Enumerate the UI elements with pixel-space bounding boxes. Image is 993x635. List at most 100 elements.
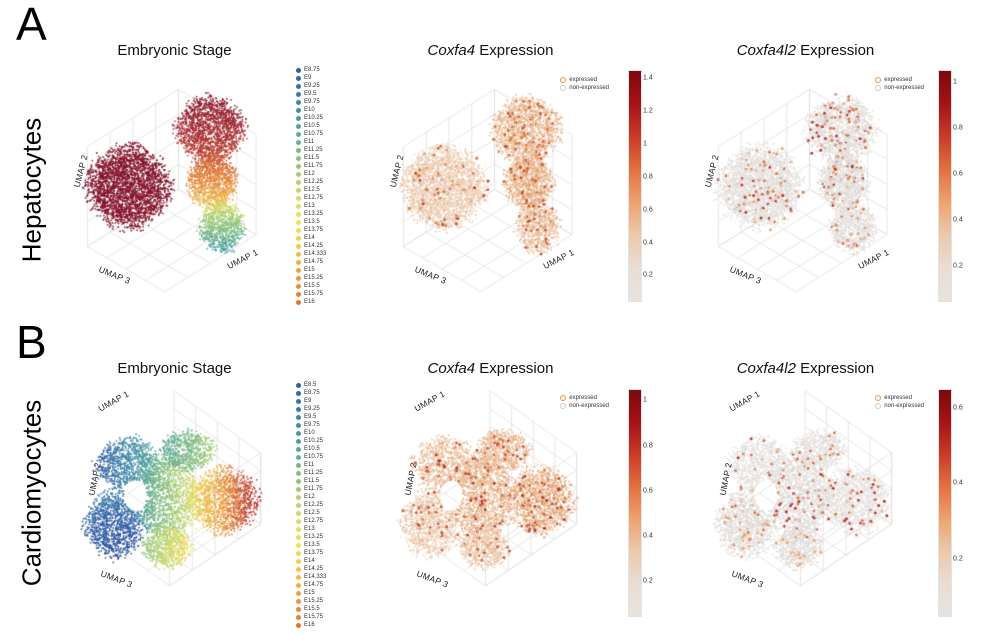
stage-legend-item[interactable]: E15.75 [296, 613, 372, 621]
umap-3d-scatter-canvas[interactable] [691, 386, 919, 624]
stage-legend-item[interactable]: E11.5 [296, 154, 372, 162]
stage-legend-item[interactable]: E13 [296, 525, 372, 533]
colorbar-tick-label: 0.4 [643, 532, 653, 540]
stage-legend-item[interactable]: E15.5 [296, 605, 372, 613]
stage-legend-item[interactable]: E12.25 [296, 178, 372, 186]
stage-legend-item[interactable]: E15.5 [296, 282, 372, 290]
stage-legend-item[interactable]: E14.25 [296, 565, 372, 573]
stage-label: E10.5 [304, 446, 320, 452]
stage-legend-item[interactable]: E15.25 [296, 597, 372, 605]
umap-3d-scatter-canvas[interactable] [376, 386, 604, 624]
stage-legend-item[interactable]: E12.5 [296, 186, 372, 194]
stage-legend-item[interactable]: E9.5 [296, 413, 372, 421]
stage-legend-item[interactable]: E9.25 [296, 82, 372, 90]
stage-legend-item[interactable]: E10.75 [296, 130, 372, 138]
stage-legend-item[interactable]: E15.75 [296, 290, 372, 298]
stage-legend-item[interactable]: E14.333 [296, 573, 372, 581]
stage-legend-item[interactable]: E9.5 [296, 90, 372, 98]
stage-legend-item[interactable]: E14.25 [296, 242, 372, 250]
stage-legend-item[interactable]: E10 [296, 429, 372, 437]
plot-cardiomyocytes-coxfa4l2: Coxfa4l2 Expression UMAP 1 UMAP 2 UMAP 3… [683, 356, 928, 634]
stage-legend-item[interactable]: E11.75 [296, 485, 372, 493]
stage-legend-item[interactable]: E14 [296, 557, 372, 565]
stage-legend-item[interactable]: E10.5 [296, 122, 372, 130]
legend-item-expressed[interactable]: expressed [875, 394, 924, 402]
legend-item-non-expressed[interactable]: non-expressed [875, 402, 924, 410]
stage-legend-item[interactable]: E12.75 [296, 517, 372, 525]
legend-item-non-expressed[interactable]: non-expressed [875, 84, 924, 92]
stage-legend-item[interactable]: E10.75 [296, 453, 372, 461]
stage-legend-item[interactable]: E13.25 [296, 533, 372, 541]
stage-legend-item[interactable]: E9 [296, 74, 372, 82]
stage-legend-item[interactable]: E11.5 [296, 477, 372, 485]
stage-legend-item[interactable]: E13 [296, 202, 372, 210]
stage-legend-item[interactable]: E14 [296, 234, 372, 242]
stage-legend-item[interactable]: E14.333 [296, 250, 372, 258]
stage-legend-item[interactable]: E14.75 [296, 258, 372, 266]
stage-legend-item[interactable]: E13.25 [296, 210, 372, 218]
legend-item-non-expressed[interactable]: non-expressed [560, 84, 609, 92]
stage-legend-item[interactable]: E10 [296, 106, 372, 114]
stage-legend-item[interactable]: E10.25 [296, 437, 372, 445]
legend-item-expressed[interactable]: expressed [875, 76, 924, 84]
stage-legend-item[interactable]: E15 [296, 589, 372, 597]
stage-color-dot-icon [296, 430, 301, 436]
stage-legend-item[interactable]: E10.25 [296, 114, 372, 122]
stage-color-dot-icon [296, 510, 301, 516]
legend-item-expressed[interactable]: expressed [560, 76, 609, 84]
stage-color-dot-icon [296, 414, 301, 420]
umap-3d-scatter-canvas[interactable] [691, 68, 919, 306]
stage-color-dot-icon [296, 502, 301, 508]
umap-3d-scatter-canvas[interactable] [60, 386, 288, 624]
stage-legend-item[interactable]: E15 [296, 266, 372, 274]
stage-legend-item[interactable]: E15.25 [296, 274, 372, 282]
stage-legend-item[interactable]: E9 [296, 397, 372, 405]
stage-legend-item[interactable]: E14.75 [296, 581, 372, 589]
stage-label: E10 [304, 107, 315, 113]
stage-color-dot-icon [296, 598, 301, 604]
stage-color-dot-icon [296, 291, 301, 297]
umap-3d-scatter-canvas[interactable] [376, 68, 604, 306]
stage-legend-item[interactable]: E8.5 [296, 381, 372, 389]
stage-legend-item[interactable]: E8.75 [296, 66, 372, 74]
stage-legend-item[interactable]: E12.75 [296, 194, 372, 202]
legend-item-non-expressed[interactable]: non-expressed [560, 402, 609, 410]
stage-label: E13 [304, 526, 315, 532]
stage-legend-item[interactable]: E11 [296, 138, 372, 146]
stage-legend-item[interactable]: E13.75 [296, 226, 372, 234]
stage-color-dot-icon [296, 470, 301, 476]
stage-legend-item[interactable]: E12.25 [296, 501, 372, 509]
stage-legend-item[interactable]: E11.75 [296, 162, 372, 170]
stage-legend-item[interactable]: E9.25 [296, 405, 372, 413]
stage-legend-item[interactable]: E16 [296, 298, 372, 306]
stage-legend-item[interactable]: E9.75 [296, 98, 372, 106]
stage-legend-item[interactable]: E12 [296, 493, 372, 501]
stage-color-dot-icon [296, 163, 301, 169]
stage-color-dot-icon [296, 67, 301, 73]
umap-3d-scatter-canvas[interactable] [60, 68, 288, 306]
colorbar-tick-label: 0.4 [643, 239, 653, 246]
gene-name: Coxfa4 [427, 360, 476, 377]
stage-legend-item[interactable]: E11.25 [296, 146, 372, 154]
stage-legend-item[interactable]: E13.5 [296, 541, 372, 549]
stage-label: E12.25 [304, 502, 324, 508]
stage-legend-item[interactable]: E12 [296, 170, 372, 178]
stage-legend-item[interactable]: E16 [296, 621, 372, 629]
stage-legend-item[interactable]: E13.5 [296, 218, 372, 226]
stage-color-dot-icon [296, 83, 301, 89]
legend-item-expressed[interactable]: expressed [560, 394, 609, 402]
plot-title: Coxfa4l2 Expression [683, 42, 928, 59]
stage-legend-item[interactable]: E8.75 [296, 389, 372, 397]
stage-legend-item[interactable]: E13.75 [296, 549, 372, 557]
plot-title-suffix: Expression [475, 360, 554, 377]
colorbar-gradient [628, 70, 642, 302]
stage-color-dot-icon [296, 251, 301, 257]
panel-cardiomyocytes: B Cardiomyocytes Embryonic Stage UMAP 1 … [0, 318, 993, 635]
stage-color-dot-icon [296, 526, 301, 532]
stage-legend-item[interactable]: E9.75 [296, 421, 372, 429]
stage-legend-item[interactable]: E10.5 [296, 445, 372, 453]
stage-legend-item[interactable]: E11.25 [296, 469, 372, 477]
stage-legend-item[interactable]: E11 [296, 461, 372, 469]
expression-legend: expressed non-expressed [875, 76, 924, 92]
stage-legend-item[interactable]: E12.5 [296, 509, 372, 517]
